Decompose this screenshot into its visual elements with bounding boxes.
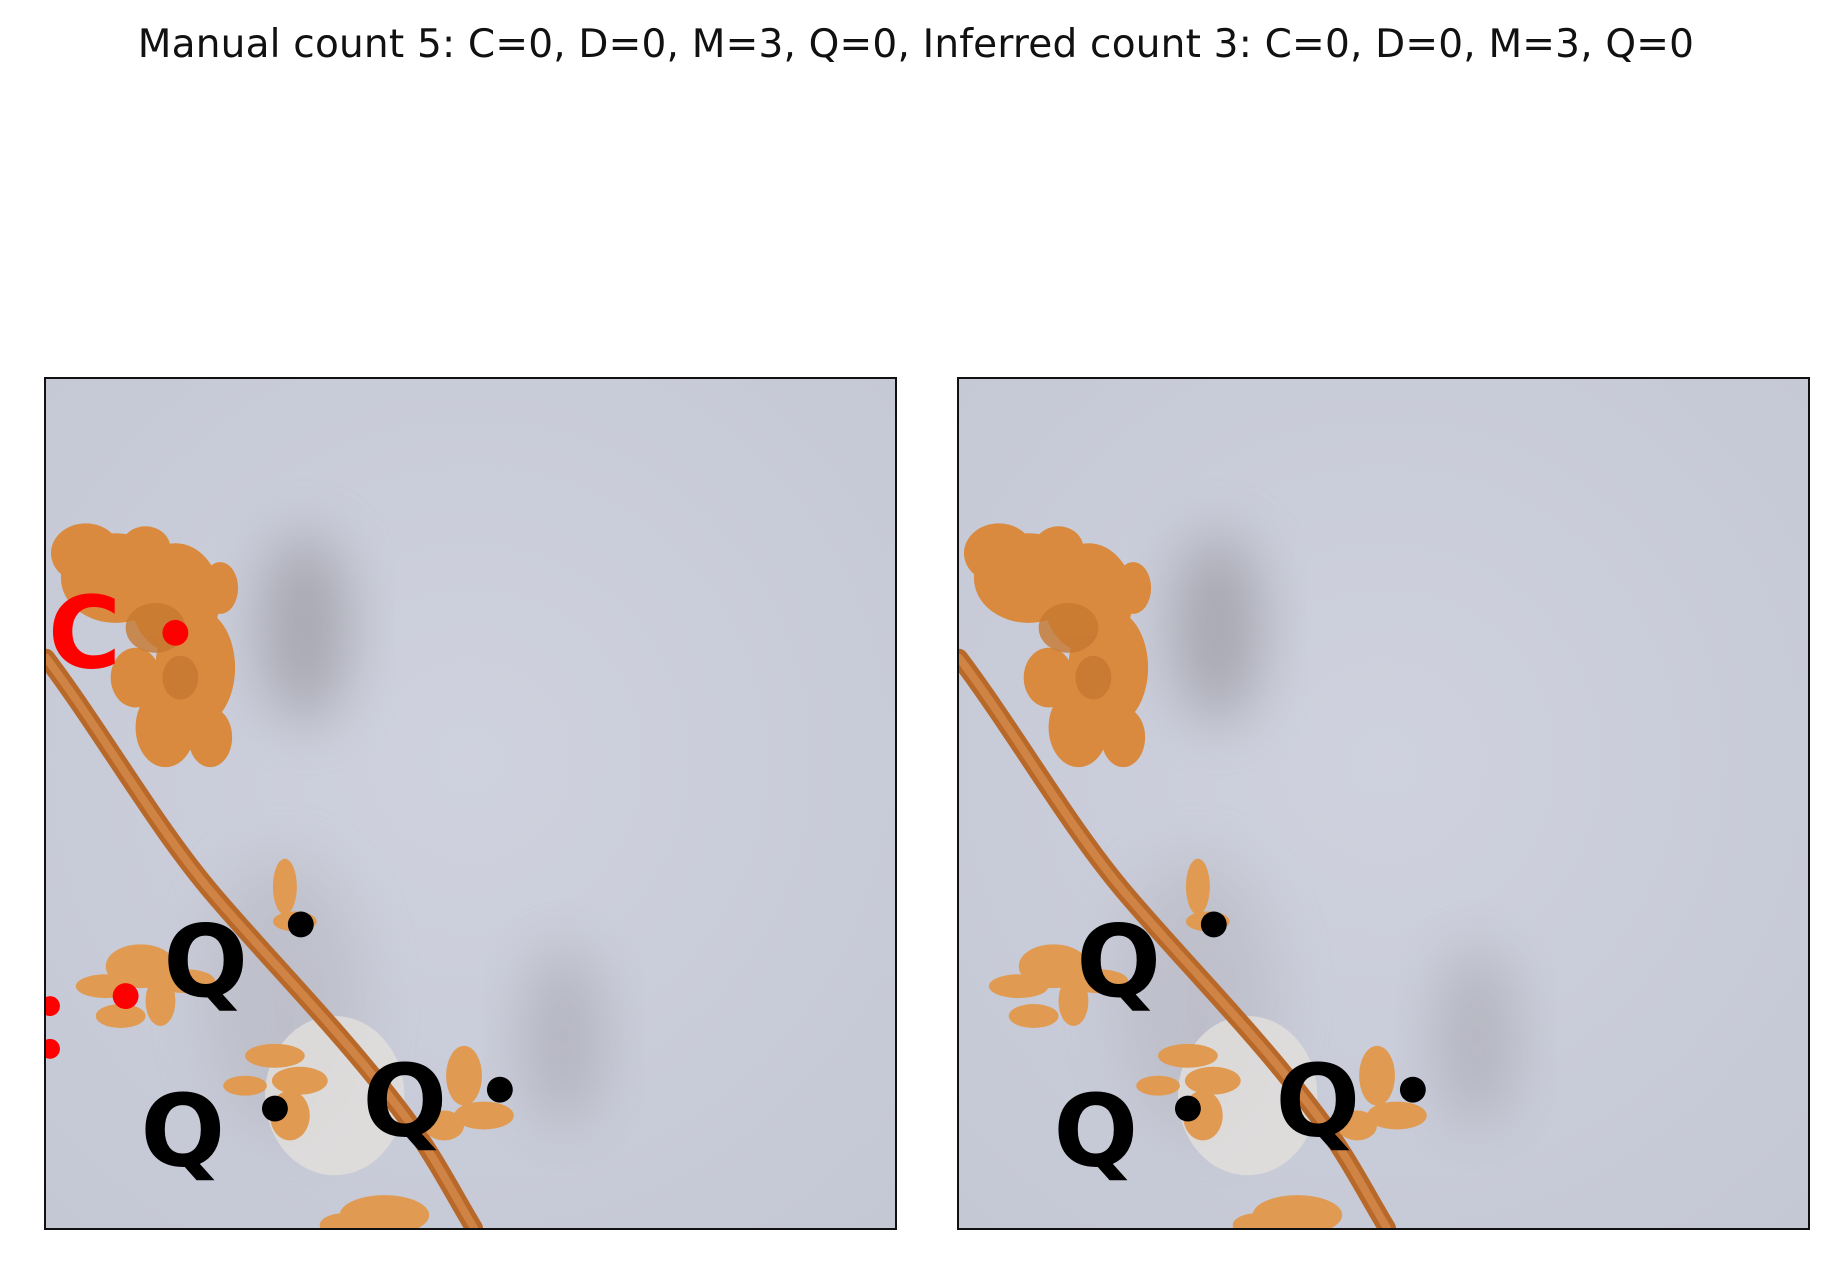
manual-image: C Q Q Q	[46, 379, 895, 1228]
marker-dot-black	[287, 911, 314, 938]
marker-dot-black	[261, 1095, 288, 1122]
marker-dot-black	[486, 1076, 513, 1103]
inferred-annotation-panel: Q Q Q	[957, 377, 1810, 1230]
inferred-image: Q Q Q	[959, 379, 1808, 1228]
marker-q-black: Q	[363, 1044, 448, 1159]
marker-dot-red	[112, 983, 139, 1010]
marker-dot-black	[1174, 1095, 1201, 1122]
marker-q-black: Q	[1076, 905, 1161, 1020]
marker-q-black: Q	[141, 1074, 226, 1189]
marker-q-black: Q	[163, 905, 248, 1020]
manual-annotation-panel: C Q Q Q	[44, 377, 897, 1230]
marker-c-red: C	[48, 577, 121, 692]
marker-dot-black	[1200, 911, 1227, 938]
marker-dot-red	[46, 1038, 60, 1059]
marker-q-black: Q	[1054, 1074, 1139, 1189]
marker-dot-red	[46, 996, 60, 1016]
figure-title: Manual count 5: C=0, D=0, M=3, Q=0, Infe…	[137, 22, 1695, 67]
svg-text:C: C	[48, 577, 121, 692]
marker-q-black: Q	[1276, 1044, 1361, 1159]
marker-dot-red	[162, 619, 189, 646]
marker-dot-black	[1399, 1076, 1426, 1103]
